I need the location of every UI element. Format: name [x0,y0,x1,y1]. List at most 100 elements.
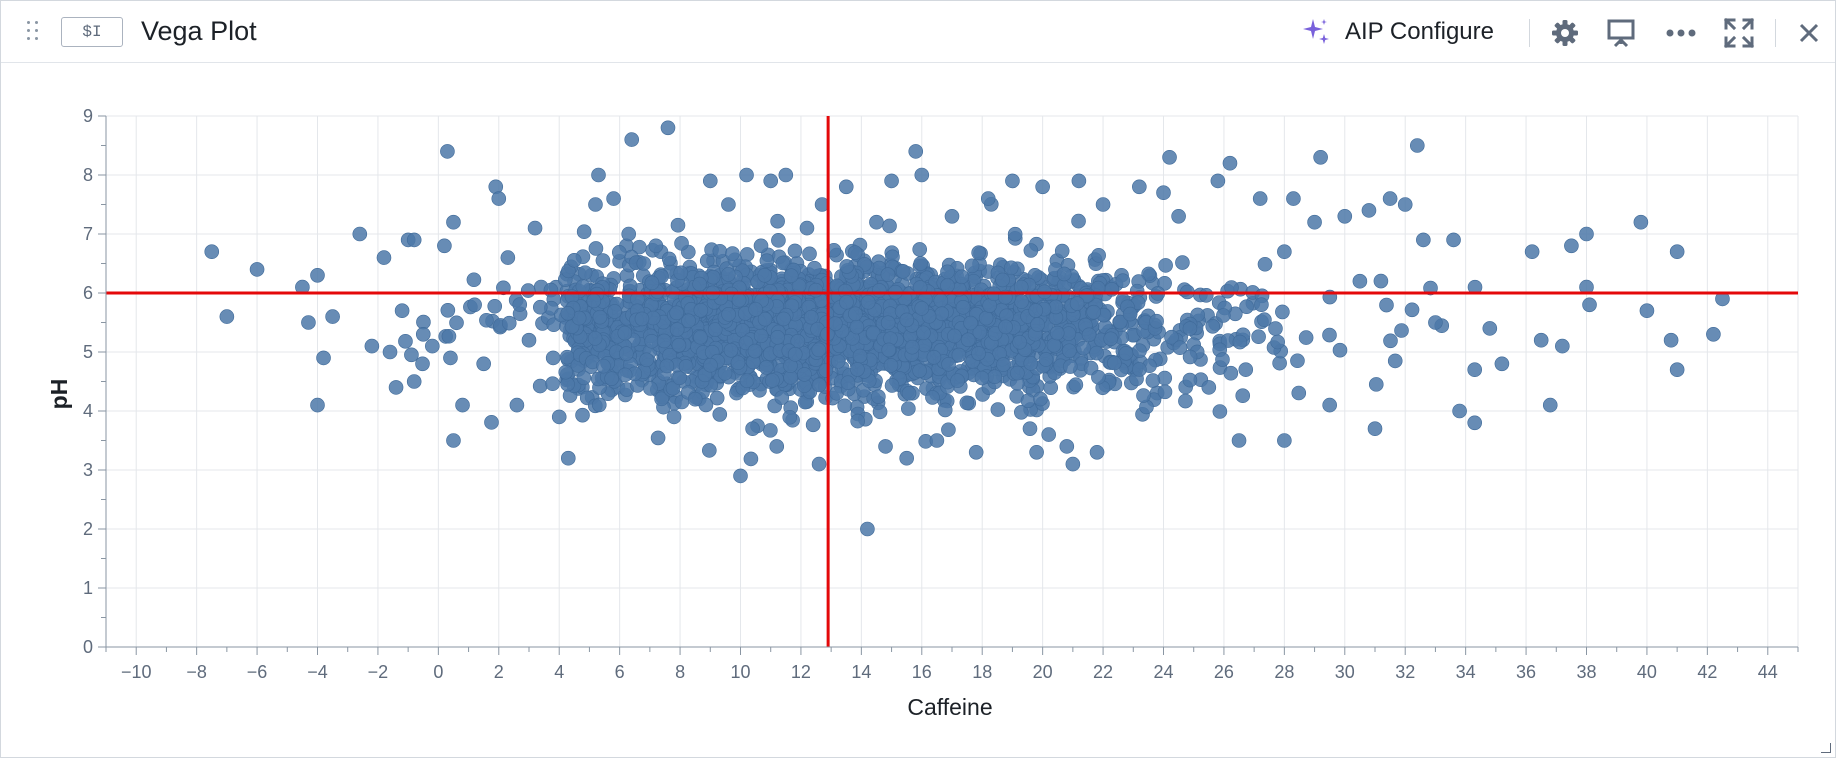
data-point [1157,384,1173,400]
data-point [850,413,865,429]
data-point [951,347,967,363]
data-point [520,283,536,298]
x-tick-label: 14 [851,662,871,682]
data-point [774,390,790,405]
data-point [797,367,812,382]
data-point [917,337,932,353]
data-point [725,246,740,261]
data-point [1452,403,1467,419]
data-point [595,253,611,268]
more-options-button[interactable] [1663,15,1699,51]
variable-badge[interactable]: $I [61,17,123,47]
data-point [1307,214,1322,230]
data-point [837,398,852,414]
data-point [805,417,821,433]
data-point [1367,421,1383,437]
data-point [1582,297,1597,313]
scatter-chart: −10 −8 −6 −4 −2 0 2 4 6 8 10 12 14 16 18 20 22 24 26 28 30 32… [46,106,1799,720]
data-point [721,267,736,282]
data-point [996,357,1011,372]
present-button[interactable] [1603,15,1639,51]
fullscreen-button[interactable] [1721,15,1757,51]
data-point [954,269,970,285]
x-tick-label: −2 [368,662,389,682]
data-point [496,280,511,296]
data-point [1028,303,1044,318]
data-point [1494,356,1510,372]
data-point [1035,179,1050,195]
data-point [978,310,994,326]
data-point [443,350,458,366]
data-point [770,213,785,229]
data-point [1212,404,1228,419]
data-point [1251,329,1266,345]
data-point [1014,294,1029,309]
resize-handle-icon[interactable] [1821,743,1831,753]
data-point [1663,332,1679,348]
data-point [964,258,980,274]
data-point [325,309,340,324]
data-point [840,375,856,391]
data-point [1171,209,1186,224]
x-tick-label: 28 [1274,662,1294,682]
data-point [1337,209,1353,224]
data-point [811,342,827,358]
more-icon [1666,29,1696,37]
data-point [1397,197,1413,212]
data-point [576,370,592,386]
aip-configure-button[interactable]: AIP Configure [1301,13,1494,51]
data-point [799,220,815,236]
data-point [617,325,633,341]
fullscreen-icon [1723,17,1755,49]
data-point [674,236,689,251]
data-point [1149,313,1164,329]
data-point [702,173,718,189]
data-point [1023,243,1039,258]
data-point [1275,304,1290,320]
x-tick-label: 10 [730,662,750,682]
data-point [1277,433,1292,448]
data-point [916,325,931,341]
data-point [301,315,316,330]
data-point [1482,321,1498,336]
x-tick-label: 4 [554,662,564,682]
close-button[interactable] [1791,15,1827,51]
data-point [575,279,591,294]
data-point [1132,362,1147,377]
data-point [974,370,990,386]
data-point [1162,150,1177,165]
x-tick-label: 2 [494,662,504,682]
drag-grip-icon[interactable] [27,21,41,45]
data-point [838,179,854,195]
data-point [771,233,786,248]
data-point [1132,343,1147,359]
data-point [808,282,824,298]
settings-button[interactable] [1547,15,1583,51]
data-point [1446,232,1461,248]
data-point [560,450,576,466]
data-point [852,348,868,364]
data-point [1157,370,1173,386]
data-point [1322,397,1337,413]
data-point [1383,333,1398,349]
data-point [904,339,920,355]
data-point [1332,342,1348,358]
data-point [416,314,431,330]
data-point [382,344,398,360]
data-point [669,322,685,337]
data-point [1172,340,1188,356]
data-point [763,173,779,189]
data-point [1069,296,1085,311]
x-tick-label: 32 [1395,662,1415,682]
data-point [643,381,658,396]
data-point [712,243,728,259]
data-point [532,299,548,315]
data-point [1118,345,1134,361]
data-point [971,346,986,361]
data-point [811,377,827,393]
y-tick-label: 9 [83,106,93,126]
data-point [1086,304,1101,320]
data-point [770,330,785,345]
toolbar-divider [1529,19,1530,47]
data-point [1239,299,1254,314]
